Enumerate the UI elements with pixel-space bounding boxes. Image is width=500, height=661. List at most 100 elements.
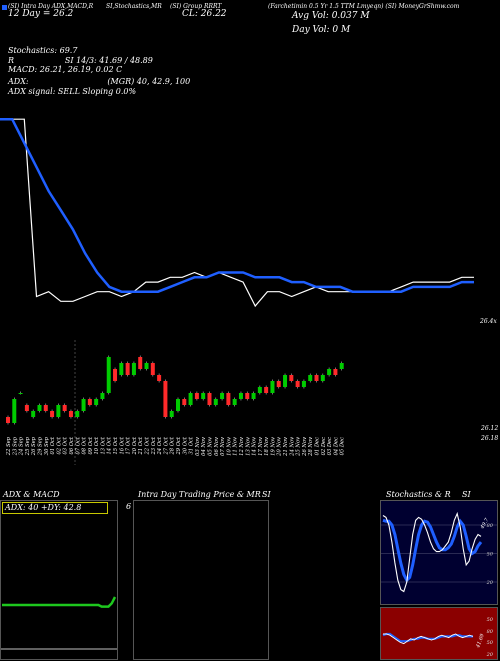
date-label: 10 Oct [94,436,100,454]
candle [94,399,99,405]
stoch-value-label: 49.7 [479,517,491,531]
mrsi-fast-series [383,633,474,645]
date-label: 29 Sep [37,436,43,456]
date-label: 01 Oct [50,436,56,454]
stoch-level-label: 20 [486,580,494,586]
date-label: 26 Sep [31,436,37,456]
date-label: 24 Sep [19,436,25,456]
date-label: 07 Oct [75,436,81,454]
ma-series [0,117,474,293]
stoch-label: SI,Stochastics,MR [106,3,162,10]
date-label: 17 Oct [126,436,132,454]
candle [106,357,111,393]
candle [125,363,130,375]
header: (SI) Intra Day ADX,MACD,R SI,Stochastics… [0,0,500,100]
adx-readout: ADX: 40 +DY: 42.8 [5,503,82,512]
date-label: 06 Nov [214,437,220,456]
date-label: 18 Nov [264,437,270,456]
date-label: 29 Oct [176,436,182,455]
candle [333,369,338,375]
candle [81,399,86,411]
date-label: 05 Nov [207,437,213,456]
candle [327,369,332,375]
date-label: 17 Nov [258,437,264,456]
right-label: (Farchetimin 0.5 Yr 1.5 TTM Lmyeqn) (SI)… [268,3,460,10]
candle [37,405,42,411]
date-label: 24 Oct [157,436,163,455]
date-label: 11 Nov [233,437,239,456]
close-line: CL: 26.22 [182,9,227,19]
candle [264,387,269,393]
candle [194,393,199,399]
date-label: 22 Sep [6,436,12,456]
intraday-panel-title: Intra Day Trading Price & MR [138,490,261,499]
date-label: 12 Nov [239,437,245,456]
price-chart: 26.4x [0,100,500,330]
date-label: 19 Nov [270,437,276,456]
date-label: 30 Oct [182,436,188,454]
price-chart-svg [0,117,474,308]
adx-panel-svg [1,596,117,650]
date-line: 12 Day = 26.2 [8,9,74,19]
date-label: 21 Nov [283,437,289,457]
candle [43,405,48,411]
avg-vol: Avg Vol: 0.037 M [292,11,370,21]
candle [339,363,344,369]
stochastics-panel: 80 50 20 49.7 [380,500,498,605]
candle [50,411,55,417]
date-label: 23 Oct [151,436,157,455]
candle [138,357,143,369]
stoch-panel-title: Stochastics & R [386,490,451,499]
candle [213,399,218,405]
date-label: 03 Oct [63,436,69,454]
date-label: 05 Dec [340,437,346,455]
date-label: 23 Sep [12,436,18,456]
candle [18,393,23,394]
date-label: 07 Nov [220,437,226,456]
day-vol: Day Vol: 0 M [292,25,351,35]
date-label: 21 Oct [138,436,144,455]
si-line: R SI 14/3: 41.69 / 48.89 [8,56,153,65]
candle-chart-svg: 22 Sep 23 Sep 24 Sep 25 Sep 26 Sep 29 Sep 30 S… [6,340,346,465]
date-label: 31 Oct [189,436,195,454]
stoch-level-label: 80 [487,523,494,529]
adx-series [2,596,117,608]
date-label: 30 Sep [44,436,50,455]
date-label: 27 Oct [163,436,169,455]
date-label: 13 Oct [100,436,106,454]
candle [308,375,313,381]
date-label: 25 Nov [296,437,302,457]
adx-panel: ADX: 40 +DY: 42.8 [0,500,118,660]
candle-chart: 22 Sep 23 Sep 24 Sep 25 Sep 26 Sep 29 Sep 30 S… [0,340,500,475]
date-label: 22 Oct [145,436,151,455]
date-label: 04 Nov [201,437,207,456]
candle [289,375,294,381]
stoch-d-series [382,518,483,583]
mrsi-level-label: 20 [486,652,494,658]
candle [24,405,29,411]
candle [188,393,193,405]
date-label: 25 Sep [25,436,31,456]
date-label: 16 Oct [119,436,125,454]
stoch-k-series [382,511,482,593]
candle [257,387,262,393]
date-label: 28 Nov [308,437,314,457]
candle [75,411,80,417]
stochastics-panel-svg: 80 50 20 49.7 [381,511,497,593]
candle [68,411,73,417]
candle [295,381,300,387]
candle [270,381,275,393]
candle [62,405,67,411]
candle [150,363,155,375]
candle [31,411,36,417]
candle [119,363,124,375]
adx-line: ADX: (MGR) 40, 42.9, 100 [8,77,191,86]
candle [283,375,288,387]
candle [87,399,92,405]
date-label: 28 Oct [170,436,176,455]
intraday-panel [133,500,269,660]
candle [176,399,180,411]
candle [100,393,105,399]
stoch-level-label: 50 [487,552,494,558]
date-label: 24 Nov [289,437,295,457]
